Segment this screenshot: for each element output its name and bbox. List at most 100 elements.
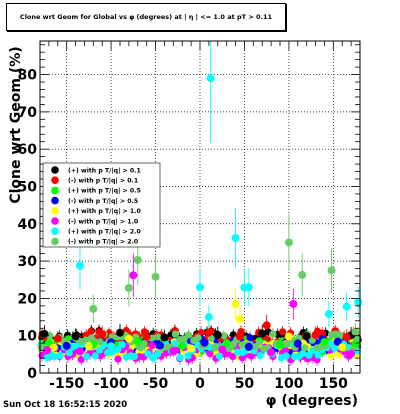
band-point bbox=[184, 331, 193, 339]
data-points bbox=[37, 74, 363, 364]
legend: (+) with p T/|q| > 0.1 (-) with p T/|q| >… bbox=[42, 162, 161, 248]
data-point bbox=[53, 334, 62, 343]
data-point bbox=[218, 345, 227, 354]
y-tick-label: 50 bbox=[18, 179, 38, 195]
data-point bbox=[213, 330, 222, 339]
data-point bbox=[200, 338, 209, 347]
axis-ticks bbox=[39, 41, 361, 374]
legend-marker bbox=[51, 217, 59, 225]
data-point bbox=[40, 329, 49, 338]
band-point bbox=[144, 350, 152, 358]
title-box: Clone wrt Geom for Global vs φ (degrees)… bbox=[6, 3, 286, 31]
data-point bbox=[342, 333, 351, 342]
data-point bbox=[342, 302, 351, 311]
y-tick-label: 80 bbox=[18, 68, 38, 84]
data-point bbox=[178, 342, 187, 351]
data-point bbox=[206, 74, 215, 83]
data-point bbox=[43, 346, 52, 355]
data-point bbox=[142, 332, 151, 341]
data-point bbox=[262, 321, 271, 330]
x-tick-label: 100 bbox=[274, 376, 303, 392]
data-point bbox=[338, 343, 347, 352]
y-tick-label: 40 bbox=[18, 217, 38, 233]
legend-label: (-) with p T/|q| > 0.1 bbox=[68, 178, 138, 186]
data-point bbox=[351, 327, 360, 336]
data-point bbox=[204, 328, 213, 337]
band-point bbox=[206, 349, 214, 358]
tick-labels: 0 10 20 30 40 50 60 70 80 -150 -100 -50 0 50 100 150 bbox=[18, 68, 349, 392]
band-point bbox=[278, 328, 287, 336]
data-point bbox=[76, 261, 84, 270]
legend-box bbox=[42, 162, 161, 248]
band-point bbox=[331, 344, 339, 352]
band-point bbox=[154, 350, 162, 358]
legend-label: (-) with p T/|q| > 1.0 bbox=[68, 218, 139, 226]
data-point bbox=[169, 346, 178, 355]
data-point bbox=[62, 341, 71, 350]
y-tick-label: 10 bbox=[18, 329, 38, 345]
data-point bbox=[351, 339, 360, 348]
band-point bbox=[314, 351, 322, 359]
band-point bbox=[336, 331, 344, 339]
legend-marker bbox=[51, 186, 59, 195]
band-point bbox=[194, 334, 202, 342]
data-point bbox=[244, 342, 253, 351]
data-point bbox=[98, 330, 107, 339]
band-point bbox=[50, 352, 58, 361]
x-tick-label: -150 bbox=[49, 376, 84, 392]
band-point bbox=[281, 346, 290, 354]
band-point bbox=[91, 352, 99, 360]
data-point bbox=[324, 310, 333, 319]
band-point bbox=[148, 341, 156, 350]
band-point bbox=[114, 355, 122, 363]
data-point bbox=[124, 283, 133, 292]
legend-label: (+) with p T/|q| > 1.0 bbox=[68, 208, 142, 216]
legend-label: (+) with p T/|q| > 0.1 bbox=[68, 167, 141, 175]
band-point bbox=[220, 332, 228, 340]
y-tick-label: 0 bbox=[27, 366, 37, 382]
band-point bbox=[96, 338, 104, 346]
data-point bbox=[289, 299, 298, 308]
band-point bbox=[256, 351, 264, 360]
x-tick-label: -100 bbox=[94, 376, 129, 392]
legend-marker bbox=[51, 176, 59, 184]
data-point bbox=[284, 332, 293, 341]
y-tick-label: 20 bbox=[18, 291, 38, 307]
data-point bbox=[267, 348, 276, 357]
data-point bbox=[327, 266, 336, 275]
data-point bbox=[124, 334, 133, 343]
data-point bbox=[133, 337, 142, 346]
data-point bbox=[320, 338, 329, 347]
data-point bbox=[236, 314, 244, 323]
data-point bbox=[151, 272, 160, 281]
data-point bbox=[160, 333, 169, 342]
legend-marker bbox=[51, 166, 59, 174]
data-point bbox=[302, 332, 311, 341]
band-point bbox=[130, 352, 138, 361]
band-point bbox=[229, 352, 237, 361]
data-point bbox=[204, 313, 213, 322]
data-point bbox=[156, 341, 164, 350]
data-point bbox=[244, 283, 253, 292]
x-tick-label: 150 bbox=[319, 376, 348, 392]
data-point bbox=[298, 270, 307, 279]
y-tick-label: 60 bbox=[18, 142, 38, 158]
legend-label: (-) with p T/|q| > 2.0 bbox=[68, 239, 139, 247]
data-point bbox=[107, 342, 116, 351]
band-point bbox=[318, 329, 326, 337]
band-point bbox=[246, 334, 254, 342]
data-point bbox=[293, 339, 302, 348]
band-point bbox=[96, 346, 104, 354]
y-tick-label: 30 bbox=[18, 254, 38, 270]
data-point bbox=[196, 283, 204, 292]
band-point bbox=[305, 351, 313, 359]
band-point bbox=[87, 327, 95, 336]
data-point bbox=[84, 342, 93, 351]
band-point bbox=[299, 349, 307, 357]
x-tick-label: 50 bbox=[235, 376, 255, 392]
band-point bbox=[269, 330, 277, 338]
y-axis-label: Clone wrt Geom (%) bbox=[8, 46, 24, 203]
band-point bbox=[77, 355, 85, 364]
band-point bbox=[327, 352, 335, 360]
